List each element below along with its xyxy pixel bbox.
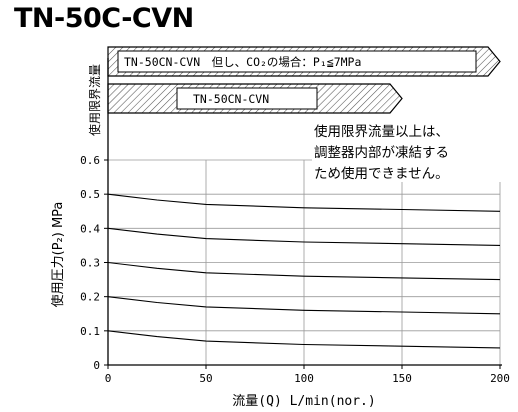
y-tick-label: 0.2	[80, 291, 100, 304]
x-tick-label: 150	[392, 372, 412, 385]
x-axis-label: 流量(Q) L/min(nor.)	[232, 394, 375, 409]
page-title: TN-50C-CVN	[14, 3, 194, 34]
y-tick-label: 0	[93, 359, 100, 372]
limit-arrow-label-cvn: TN-50CN-CVN	[193, 92, 269, 106]
x-ticks: 0 50 100 150 200	[105, 365, 510, 385]
limit-arrows: TN-50CN-CVN 但し、CO₂の場合：P₁≦7MPa TN-50CN-CV…	[107, 46, 501, 114]
chart-grid	[108, 159, 501, 365]
limit-note: 使用限界流量以上は、 調整器内部が凍結する ため使用できません。	[314, 123, 449, 182]
limit-flow-label: 使用限界流量	[87, 64, 102, 136]
pressure-curve-4	[107, 296, 501, 315]
y-tick-label: 0.6	[80, 154, 100, 167]
pressure-curves	[107, 193, 501, 349]
y-tick-label: 0.3	[80, 257, 100, 270]
x-tick-label: 50	[199, 372, 212, 385]
y-tick-label: 0.1	[80, 325, 100, 338]
pressure-curve-1	[107, 193, 501, 212]
x-tick-label: 100	[294, 372, 314, 385]
limit-arrow-label-cvn-co2: TN-50CN-CVN 但し、CO₂の場合：P₁≦7MPa	[124, 55, 361, 69]
note-background	[312, 122, 504, 182]
limit-arrow-label-box	[176, 87, 318, 110]
pressure-curve-5	[107, 330, 501, 349]
x-tick-label: 200	[490, 372, 510, 385]
y-tick-label: 0.4	[80, 222, 100, 235]
note-line: 調整器内部が凍結する	[314, 145, 449, 161]
pressure-curve-3	[107, 261, 501, 281]
x-tick-label: 0	[105, 372, 112, 385]
limit-arrow-label-box	[117, 50, 477, 73]
y-tick-label: 0.5	[80, 188, 100, 201]
pressure-curve-2	[107, 227, 501, 246]
y-axis-label: 使用圧力(P₂) MPa	[50, 202, 66, 308]
note-line: 使用限界流量以上は、	[314, 123, 449, 140]
y-ticks: 0 0.1 0.2 0.3 0.4 0.5 0.6	[80, 154, 108, 372]
note-line: ため使用できません。	[314, 165, 449, 182]
